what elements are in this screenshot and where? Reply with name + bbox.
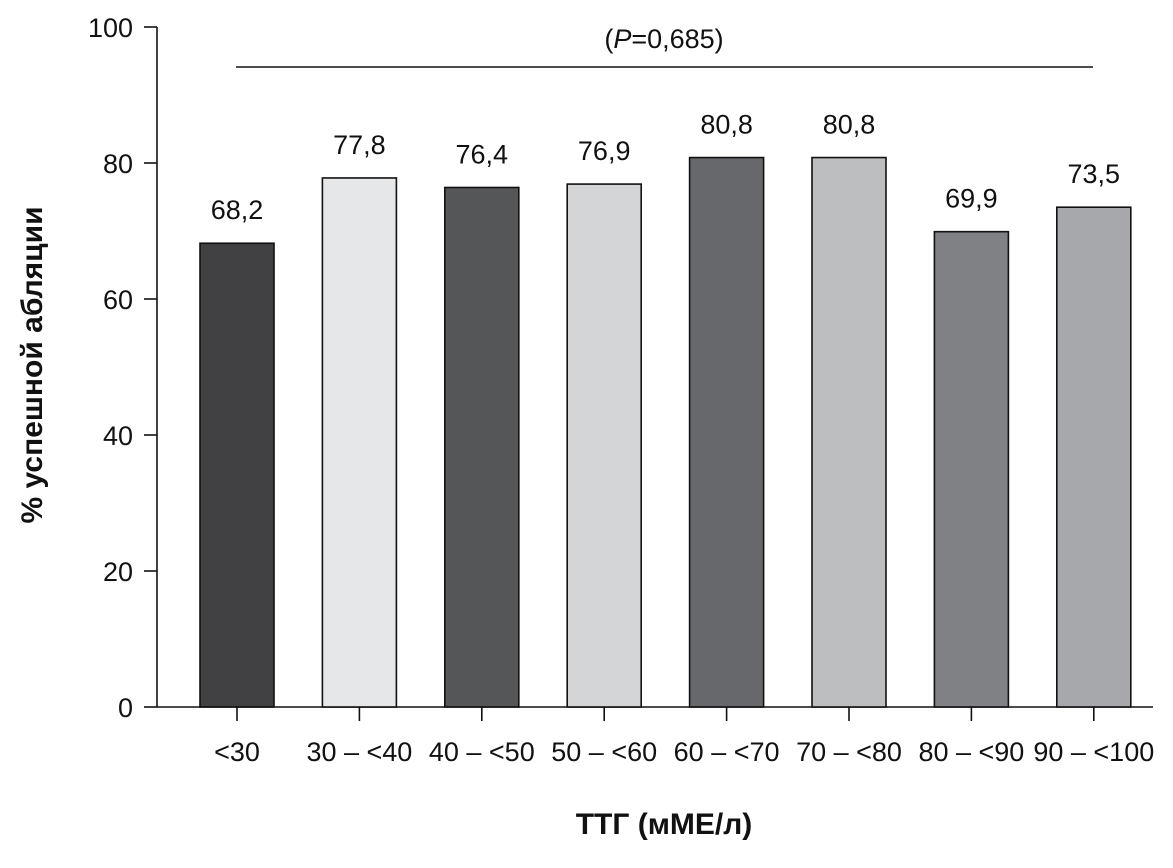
bar (566, 183, 643, 708)
bar-value-label: 77,8 (333, 130, 386, 160)
pvalue-value: =0,685) (631, 24, 723, 54)
bar (443, 186, 520, 708)
pvalue-italic-p: P (613, 24, 631, 54)
x-tick-label: <30 (214, 737, 260, 767)
pvalue-open-paren: ( (604, 24, 613, 54)
y-tick-label: 80 (103, 149, 133, 179)
y-tick-label: 40 (103, 421, 133, 451)
significance-annotation: (P=0,685) (236, 24, 1093, 68)
bar-value-label: 76,9 (578, 136, 631, 166)
bar-value-label: 68,2 (211, 195, 264, 225)
y-tick-label: 20 (103, 557, 133, 587)
x-axis-title: ТТГ (мМЕ/л) (576, 808, 753, 841)
y-axis-title: % успешной абляции (16, 206, 49, 523)
x-tick-label: 50 – <60 (551, 737, 657, 767)
y-axis: 0 20 40 60 80 100 (88, 13, 158, 723)
bar-value-label: 80,8 (823, 110, 876, 140)
bar (688, 156, 765, 708)
bar (811, 156, 887, 708)
bar-value-label: 80,8 (700, 110, 753, 140)
bar (933, 230, 1010, 708)
x-tick-label: 60 – <70 (674, 737, 780, 767)
bar-value-labels: 68,2 77,8 76,4 76,9 80,8 80,8 69,9 73,5 (211, 110, 1120, 226)
y-tick-label: 0 (118, 693, 133, 723)
bar-value-label: 69,9 (945, 184, 998, 214)
y-tick-label: 100 (88, 13, 133, 43)
x-tick-label: 80 – <90 (918, 737, 1024, 767)
bar (1056, 206, 1132, 708)
x-tick-label: 90 – <100 (1033, 737, 1154, 767)
pvalue-annotation: (P=0,685) (604, 24, 723, 54)
x-tick-label: 30 – <40 (306, 737, 412, 767)
bar (199, 242, 275, 708)
x-axis: <30 30 – <40 40 – <50 50 – <60 60 – <70 70 – … (157, 706, 1154, 767)
bars (199, 156, 1132, 708)
bar-value-label: 73,5 (1068, 159, 1121, 189)
x-tick-label: 70 – <80 (796, 737, 902, 767)
bar (321, 177, 398, 708)
x-tick-label: 40 – <50 (429, 737, 535, 767)
bar-value-label: 76,4 (456, 139, 509, 169)
y-tick-label: 60 (103, 285, 133, 315)
